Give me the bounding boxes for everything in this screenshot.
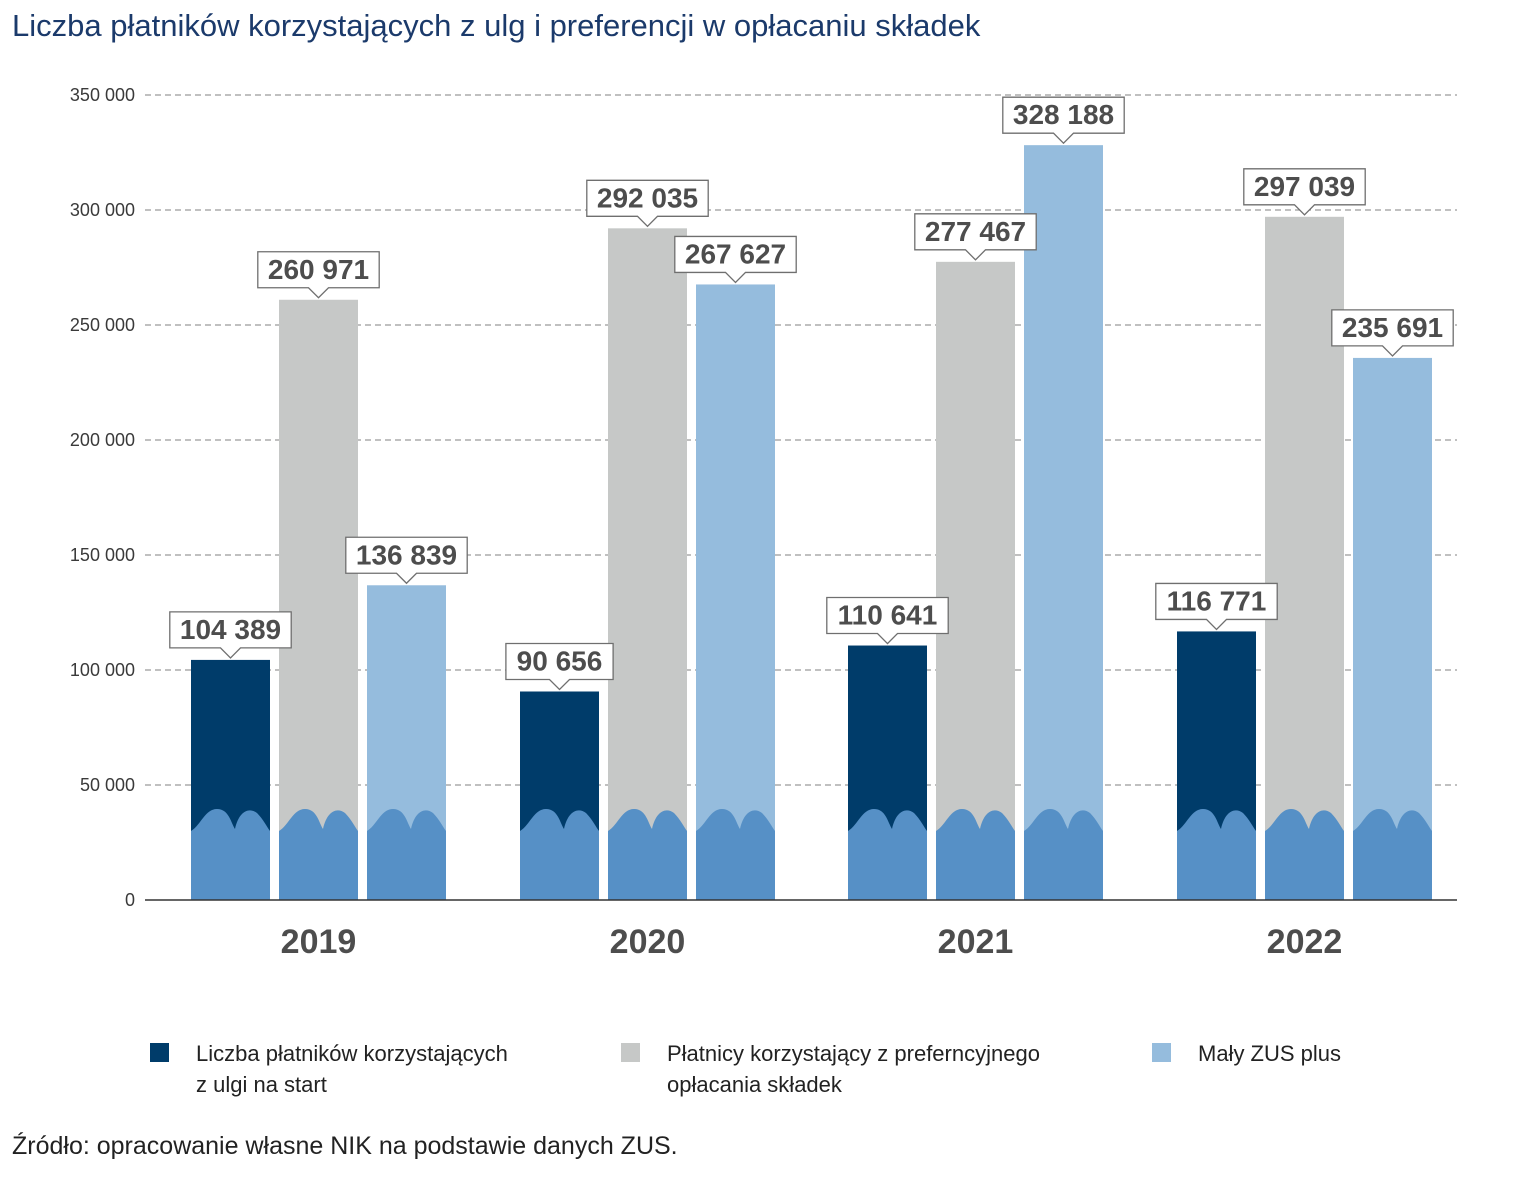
data-label-box [1243, 168, 1366, 216]
y-tick-label: 250 000 [70, 315, 135, 335]
legend-swatch [621, 1043, 640, 1062]
data-label-box [1002, 96, 1125, 145]
bars [191, 145, 1432, 900]
data-label-callout: 297 039 [1243, 168, 1366, 216]
data-label-callout: 328 188 [1002, 96, 1125, 145]
data-label-callout: 136 839 [345, 536, 468, 585]
y-tick-label: 150 000 [70, 545, 135, 565]
bar [1353, 357, 1432, 900]
x-tick-label: 2020 [610, 923, 686, 961]
legend-label: Mały ZUS plus [1198, 1041, 1342, 1066]
data-label: 116 771 [1167, 585, 1267, 616]
y-tick-label: 100 000 [70, 660, 135, 680]
x-tick-label: 2022 [1267, 923, 1343, 961]
y-tick-label: 50 000 [80, 775, 135, 795]
x-tick-label: 2019 [281, 923, 357, 961]
legend-swatch [150, 1043, 169, 1062]
data-label-callout: 260 971 [257, 251, 380, 299]
data-label-box [674, 235, 797, 284]
people-silhouette [936, 809, 1015, 900]
data-label: 292 035 [597, 182, 698, 213]
data-label-box [1155, 582, 1278, 631]
data-label-box [169, 611, 292, 659]
legend-label: Liczba płatników korzystających z ulgi n… [196, 1041, 508, 1097]
y-tick-label: 200 000 [70, 430, 135, 450]
legend-item-ulga-na-start: Liczba płatników korzystających z ulgi n… [150, 1038, 508, 1100]
data-label: 90 656 [517, 645, 603, 676]
data-label-callout: 267 627 [674, 235, 797, 284]
data-label-box [1331, 309, 1454, 357]
people-silhouette [608, 809, 687, 900]
data-label-callout: 277 467 [914, 213, 1037, 261]
data-label-callout: 116 771 [1155, 582, 1278, 631]
chart-title: Liczba płatników korzystających z ulg i … [12, 8, 981, 43]
y-tick-label: 300 000 [70, 200, 135, 220]
data-label-callout: 292 035 [586, 179, 709, 228]
data-label-callout: 235 691 [1331, 309, 1454, 357]
y-tick-label: 0 [125, 890, 135, 910]
people-silhouette [520, 809, 599, 900]
data-label-box [586, 179, 709, 228]
bar [279, 299, 358, 900]
data-labels: 104 389 260 971 136 839 90 656 292 035 267 62… [169, 96, 1454, 691]
data-label: 104 389 [180, 614, 281, 645]
people-silhouette [1353, 809, 1432, 900]
data-label-callout: 110 641 [826, 596, 949, 645]
data-label-box [914, 213, 1037, 261]
people-silhouette [1177, 809, 1256, 900]
x-tick-label: 2021 [938, 923, 1014, 961]
people-silhouette [696, 809, 775, 900]
data-label-callout: 104 389 [169, 611, 292, 659]
people-silhouette [1265, 809, 1344, 900]
people-silhouette [279, 809, 358, 900]
legend-swatch [1152, 1043, 1171, 1062]
data-label: 297 039 [1254, 171, 1355, 202]
data-label: 260 971 [268, 254, 369, 285]
legend-item-maly-zus-plus: Mały ZUS plus [1152, 1038, 1341, 1069]
bar [936, 261, 1015, 900]
data-label-box [826, 596, 949, 645]
bar [1265, 216, 1344, 900]
people-silhouette [367, 809, 446, 900]
people-silhouette [1024, 809, 1103, 900]
bar [608, 228, 687, 900]
source-note: Źródło: opracowanie własne NIK na podsta… [12, 1132, 678, 1160]
data-label: 267 627 [685, 238, 786, 269]
data-label: 277 467 [925, 216, 1026, 247]
people-silhouette [848, 809, 927, 900]
data-label-callout: 90 656 [505, 642, 614, 691]
data-label: 110 641 [838, 600, 938, 631]
data-label-box [505, 642, 614, 691]
data-label-box [345, 536, 468, 585]
bar [696, 284, 775, 900]
bar [1024, 145, 1103, 900]
data-label-box [257, 251, 380, 299]
people-silhouette [191, 809, 270, 900]
data-label: 328 188 [1013, 99, 1114, 130]
data-label: 235 691 [1342, 312, 1443, 343]
axes: 0 50 000 100 000 150 000 200 000 250 000 300 0… [70, 85, 1457, 961]
y-tick-label: 350 000 [70, 85, 135, 105]
legend-label: Płatnicy korzystający z preferncyjnego o… [667, 1041, 1040, 1097]
legend-item-preferencyjne: Płatnicy korzystający z preferncyjnego o… [621, 1038, 1040, 1100]
data-label: 136 839 [356, 539, 457, 570]
